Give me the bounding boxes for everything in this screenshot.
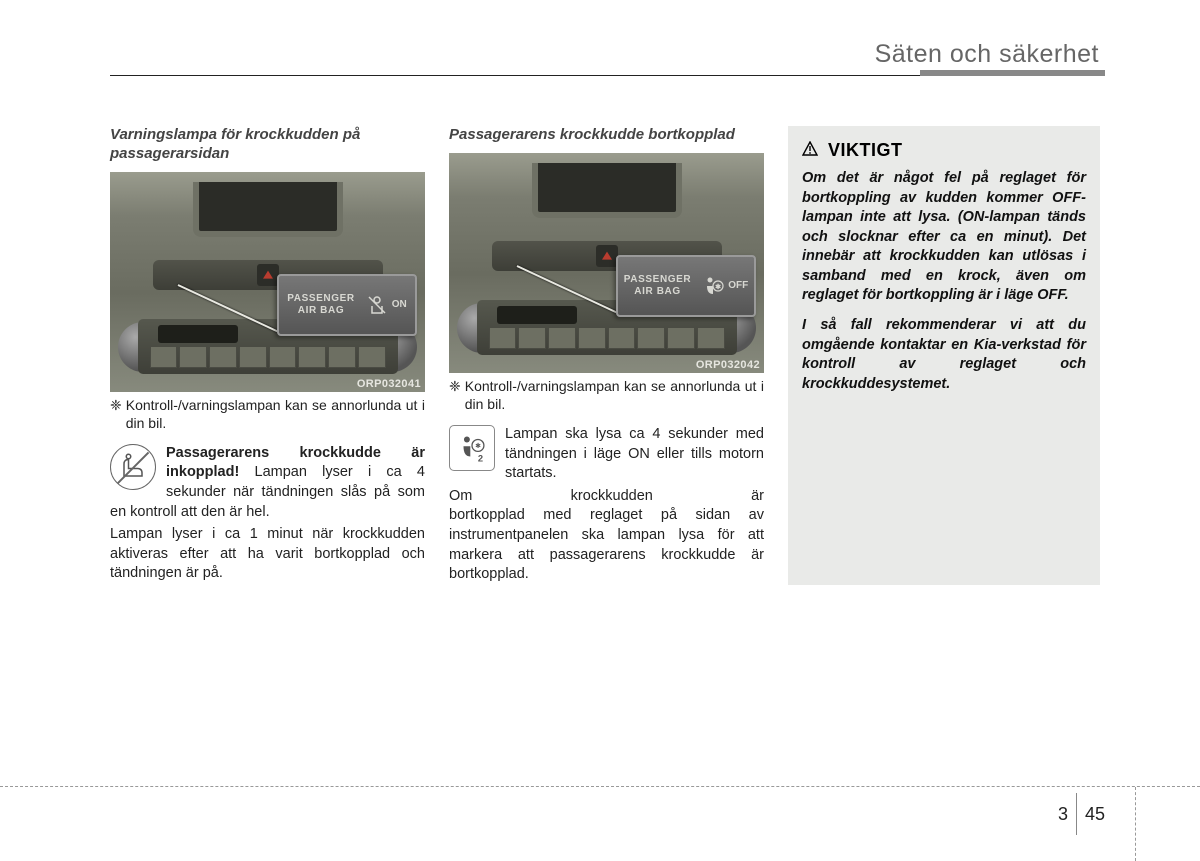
callout-label: PASSENGERAIR BAG xyxy=(287,293,354,317)
block-text: Lampan lyser i ca 4 sekunder när tändnin… xyxy=(110,464,425,519)
col2-note: ❈ Kontroll-/varningslampan kan se annorl… xyxy=(449,377,764,413)
section-title: Säten och säkerhet xyxy=(875,40,1105,68)
infotainment-screen xyxy=(532,163,682,218)
photo-reference-code: ORP032042 xyxy=(696,359,760,371)
climate-display xyxy=(158,325,238,343)
header-accent-bar xyxy=(920,70,1105,76)
infotainment-screen xyxy=(193,182,343,237)
block-text: Lampan ska lysa ca 4 sekunder med tändni… xyxy=(505,426,764,481)
warning-icon xyxy=(802,141,818,161)
svg-text:2: 2 xyxy=(478,454,483,464)
col1-block: Passagerarens krockkudde är inkopplad! L… xyxy=(110,444,425,522)
climate-buttons xyxy=(489,327,725,349)
airbag-indicator-callout: PASSENGERAIR BAG ON xyxy=(277,274,417,336)
note-text: Kontroll-/varningslampan kan se annorlun… xyxy=(465,377,764,413)
trim-line-vertical xyxy=(1135,787,1136,861)
chapter-number: 3 xyxy=(1058,804,1068,825)
airbag-off-icon: ✱ 2 xyxy=(449,425,495,471)
col2-title: Passagerarens krockkudde bortkopplad xyxy=(449,126,764,145)
child-seat-prohibit-icon xyxy=(110,444,156,490)
important-body: Om det är något fel på reglaget för bort… xyxy=(802,169,1086,394)
page-footer: 3 45 xyxy=(1058,793,1105,835)
dashboard-photo-off: PASSENGERAIR BAG ✱ OFF ORP032042 xyxy=(449,153,764,373)
indicator-text: ON xyxy=(392,299,407,310)
note-symbol: ❈ xyxy=(110,396,122,432)
hazard-button xyxy=(596,245,618,267)
hazard-button xyxy=(257,264,279,286)
svg-text:✱: ✱ xyxy=(715,283,721,291)
climate-display xyxy=(497,306,577,324)
airbag-person-icon: ✱ xyxy=(701,274,725,298)
page-number: 45 xyxy=(1085,804,1105,825)
note-text: Kontroll-/varningslampan kan se annorlun… xyxy=(126,396,425,432)
important-box: VIKTIGT Om det är något fel på reglaget … xyxy=(788,126,1100,585)
column-2: Passagerarens krockkudde bortkopplad PAS… xyxy=(449,126,764,585)
col1-note: ❈ Kontroll-/varningslampan kan se annorl… xyxy=(110,396,425,432)
dashboard-photo-on: PASSENGERAIR BAG ON ORP032041 xyxy=(110,172,425,392)
col2-body-line1: Om krockkudden är xyxy=(449,487,764,507)
callout-indicator-off: ✱ OFF xyxy=(701,274,748,298)
photo-reference-code: ORP032041 xyxy=(357,378,421,390)
important-p2: I så fall rekommenderar vi att du omgåen… xyxy=(802,316,1086,394)
manual-page: Säten och säkerhet Varningslampa för kro… xyxy=(0,0,1200,861)
trim-line-horizontal xyxy=(0,786,1200,787)
col2-body: bortkopplad med reglaget på sidan av ins… xyxy=(449,506,764,584)
content-columns: Varningslampa för krockkudden på passage… xyxy=(110,126,1105,585)
important-header: VIKTIGT xyxy=(802,140,1086,161)
footer-separator xyxy=(1076,793,1077,835)
note-symbol: ❈ xyxy=(449,377,461,413)
col1-title: Varningslampa för krockkudden på passage… xyxy=(110,126,425,164)
col2-block: ✱ 2 Lampan ska lysa ca 4 sekunder med tä… xyxy=(449,425,764,484)
page-header: Säten och säkerhet xyxy=(110,40,1105,76)
callout-indicator-on: ON xyxy=(365,293,407,317)
airbag-indicator-callout: PASSENGERAIR BAG ✱ OFF xyxy=(616,255,756,317)
col1-body: Lampan lyser i ca 1 minut när krock­kudd… xyxy=(110,525,425,584)
seat-icon xyxy=(365,293,389,317)
indicator-text: OFF xyxy=(728,280,748,291)
important-p1: Om det är något fel på reglaget för bort… xyxy=(802,169,1086,306)
important-title: VIKTIGT xyxy=(828,140,903,161)
climate-buttons xyxy=(150,346,386,368)
callout-label: PASSENGERAIR BAG xyxy=(624,274,691,298)
svg-text:✱: ✱ xyxy=(475,442,481,450)
column-1: Varningslampa för krockkudden på passage… xyxy=(110,126,425,585)
